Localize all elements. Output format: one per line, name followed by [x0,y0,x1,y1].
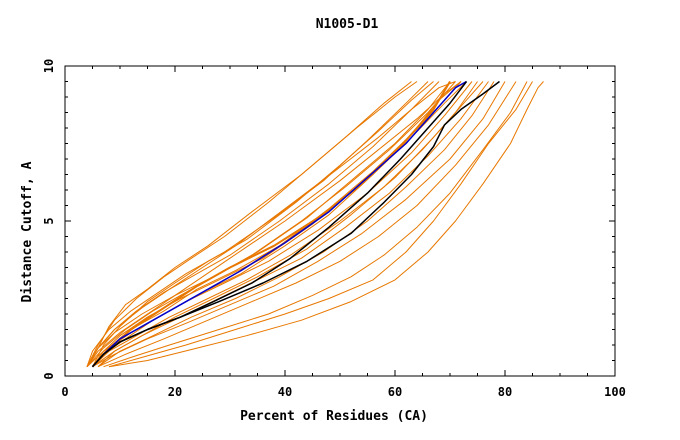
x-tick-label: 20 [168,385,182,399]
y-tick-label: 5 [42,217,56,224]
y-axis-title: Distance Cutoff, A [20,161,35,302]
series-line-0 [86,81,462,367]
series-line-13 [108,81,533,368]
series-line-10 [92,81,506,368]
series-line-24 [91,80,467,368]
tick-layer [64,65,616,377]
x-tick-labels: 0 20 40 60 80 100 [61,385,625,399]
x-tick-label: 40 [278,385,292,399]
x-axis-title: Percent of Residues (CA) [240,409,428,424]
series-layer [86,80,544,368]
chart-title: N1005-D1 [316,17,379,32]
y-tick-label: 0 [42,372,56,379]
series-line-16 [86,81,412,367]
series-line-21 [86,81,440,367]
series-line-11 [97,81,517,368]
x-tick-label: 0 [61,385,68,399]
x-tick-label: 100 [604,385,626,399]
y-tick-labels: 0 5 10 [42,59,56,380]
x-tick-label: 80 [498,385,512,399]
series-line-17 [86,81,429,367]
series-line-14 [108,81,544,368]
x-tick-label: 60 [388,385,402,399]
series-line-26 [91,80,500,368]
series-line-15 [86,81,418,367]
y-tick-label: 10 [42,59,56,73]
series-line-23 [91,80,451,368]
series-line-12 [103,81,528,368]
